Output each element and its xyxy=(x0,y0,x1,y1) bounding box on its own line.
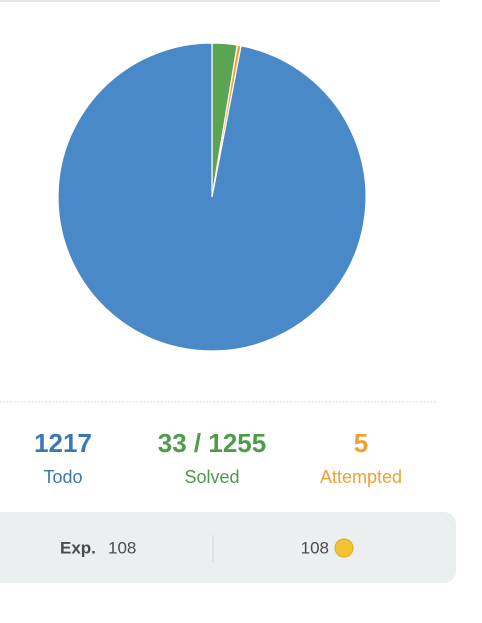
exp-value: 108 xyxy=(108,538,136,557)
pie-slice xyxy=(57,42,367,352)
stats: 33 / 1255 Solved 5 Attempted 1217 Todo xyxy=(34,428,402,487)
stat-value: 1217 xyxy=(34,428,92,458)
coin-value: 108 xyxy=(301,538,329,557)
stat-label: Todo xyxy=(43,467,82,487)
stat-label: Attempted xyxy=(320,467,402,487)
stat-value: 33 / 1255 xyxy=(158,428,266,458)
pie xyxy=(57,42,367,352)
coin-icon xyxy=(334,538,354,558)
footer-bar xyxy=(0,512,456,583)
stat-value: 5 xyxy=(354,428,368,458)
stat-label: Solved xyxy=(184,467,239,487)
exp-label: Exp. xyxy=(60,538,96,557)
